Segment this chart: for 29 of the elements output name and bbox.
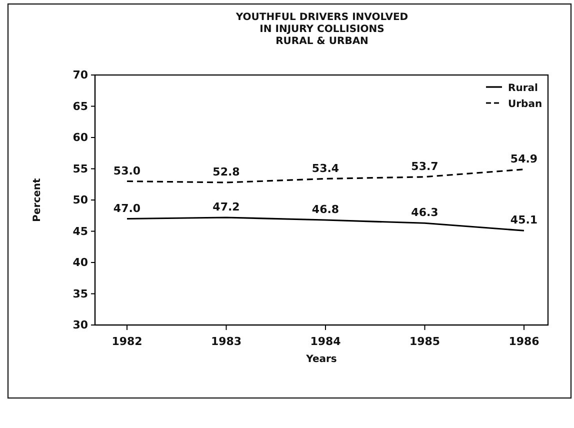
y-tick-label: 65 (72, 100, 88, 113)
y-tick-label: 70 (72, 68, 88, 82)
legend-label: Urban (508, 99, 542, 110)
x-tick-label: 1986 (508, 335, 540, 348)
data-label: 53.0 (113, 164, 141, 178)
legend-label: Rural (508, 83, 538, 94)
data-label: 47.2 (212, 200, 240, 214)
x-tick-label: 1983 (210, 335, 242, 348)
data-label: 46.8 (312, 203, 340, 216)
data-label: 46.3 (411, 206, 438, 220)
y-tick-label: 60 (72, 131, 88, 144)
chart-title: YOUTHFUL DRIVERS INVOLVED IN INJURY COLLISIONS RURAL & URBAN (234, 12, 408, 47)
data-label: 45.1 (510, 214, 538, 227)
x-tick-label: 1985 (409, 335, 440, 348)
data-label: 54.9 (510, 152, 538, 166)
y-tick-label: 45 (72, 224, 88, 238)
data-label: 47.0 (113, 202, 141, 215)
y-axis-title: Percent (32, 178, 43, 222)
x-tick-label: 1982 (112, 335, 142, 348)
y-tick-label: 30 (72, 318, 88, 332)
x-tick-label: 1984 (310, 335, 342, 348)
data-label: 53.4 (312, 162, 340, 175)
x-axis-title: Years (305, 354, 337, 365)
data-label: 53.7 (411, 160, 438, 173)
y-tick-label: 35 (72, 287, 88, 300)
data-label: 52.8 (212, 166, 240, 178)
y-tick-label: 55 (72, 162, 88, 176)
y-tick-label: 40 (72, 256, 88, 270)
y-tick-label: 50 (72, 194, 88, 207)
